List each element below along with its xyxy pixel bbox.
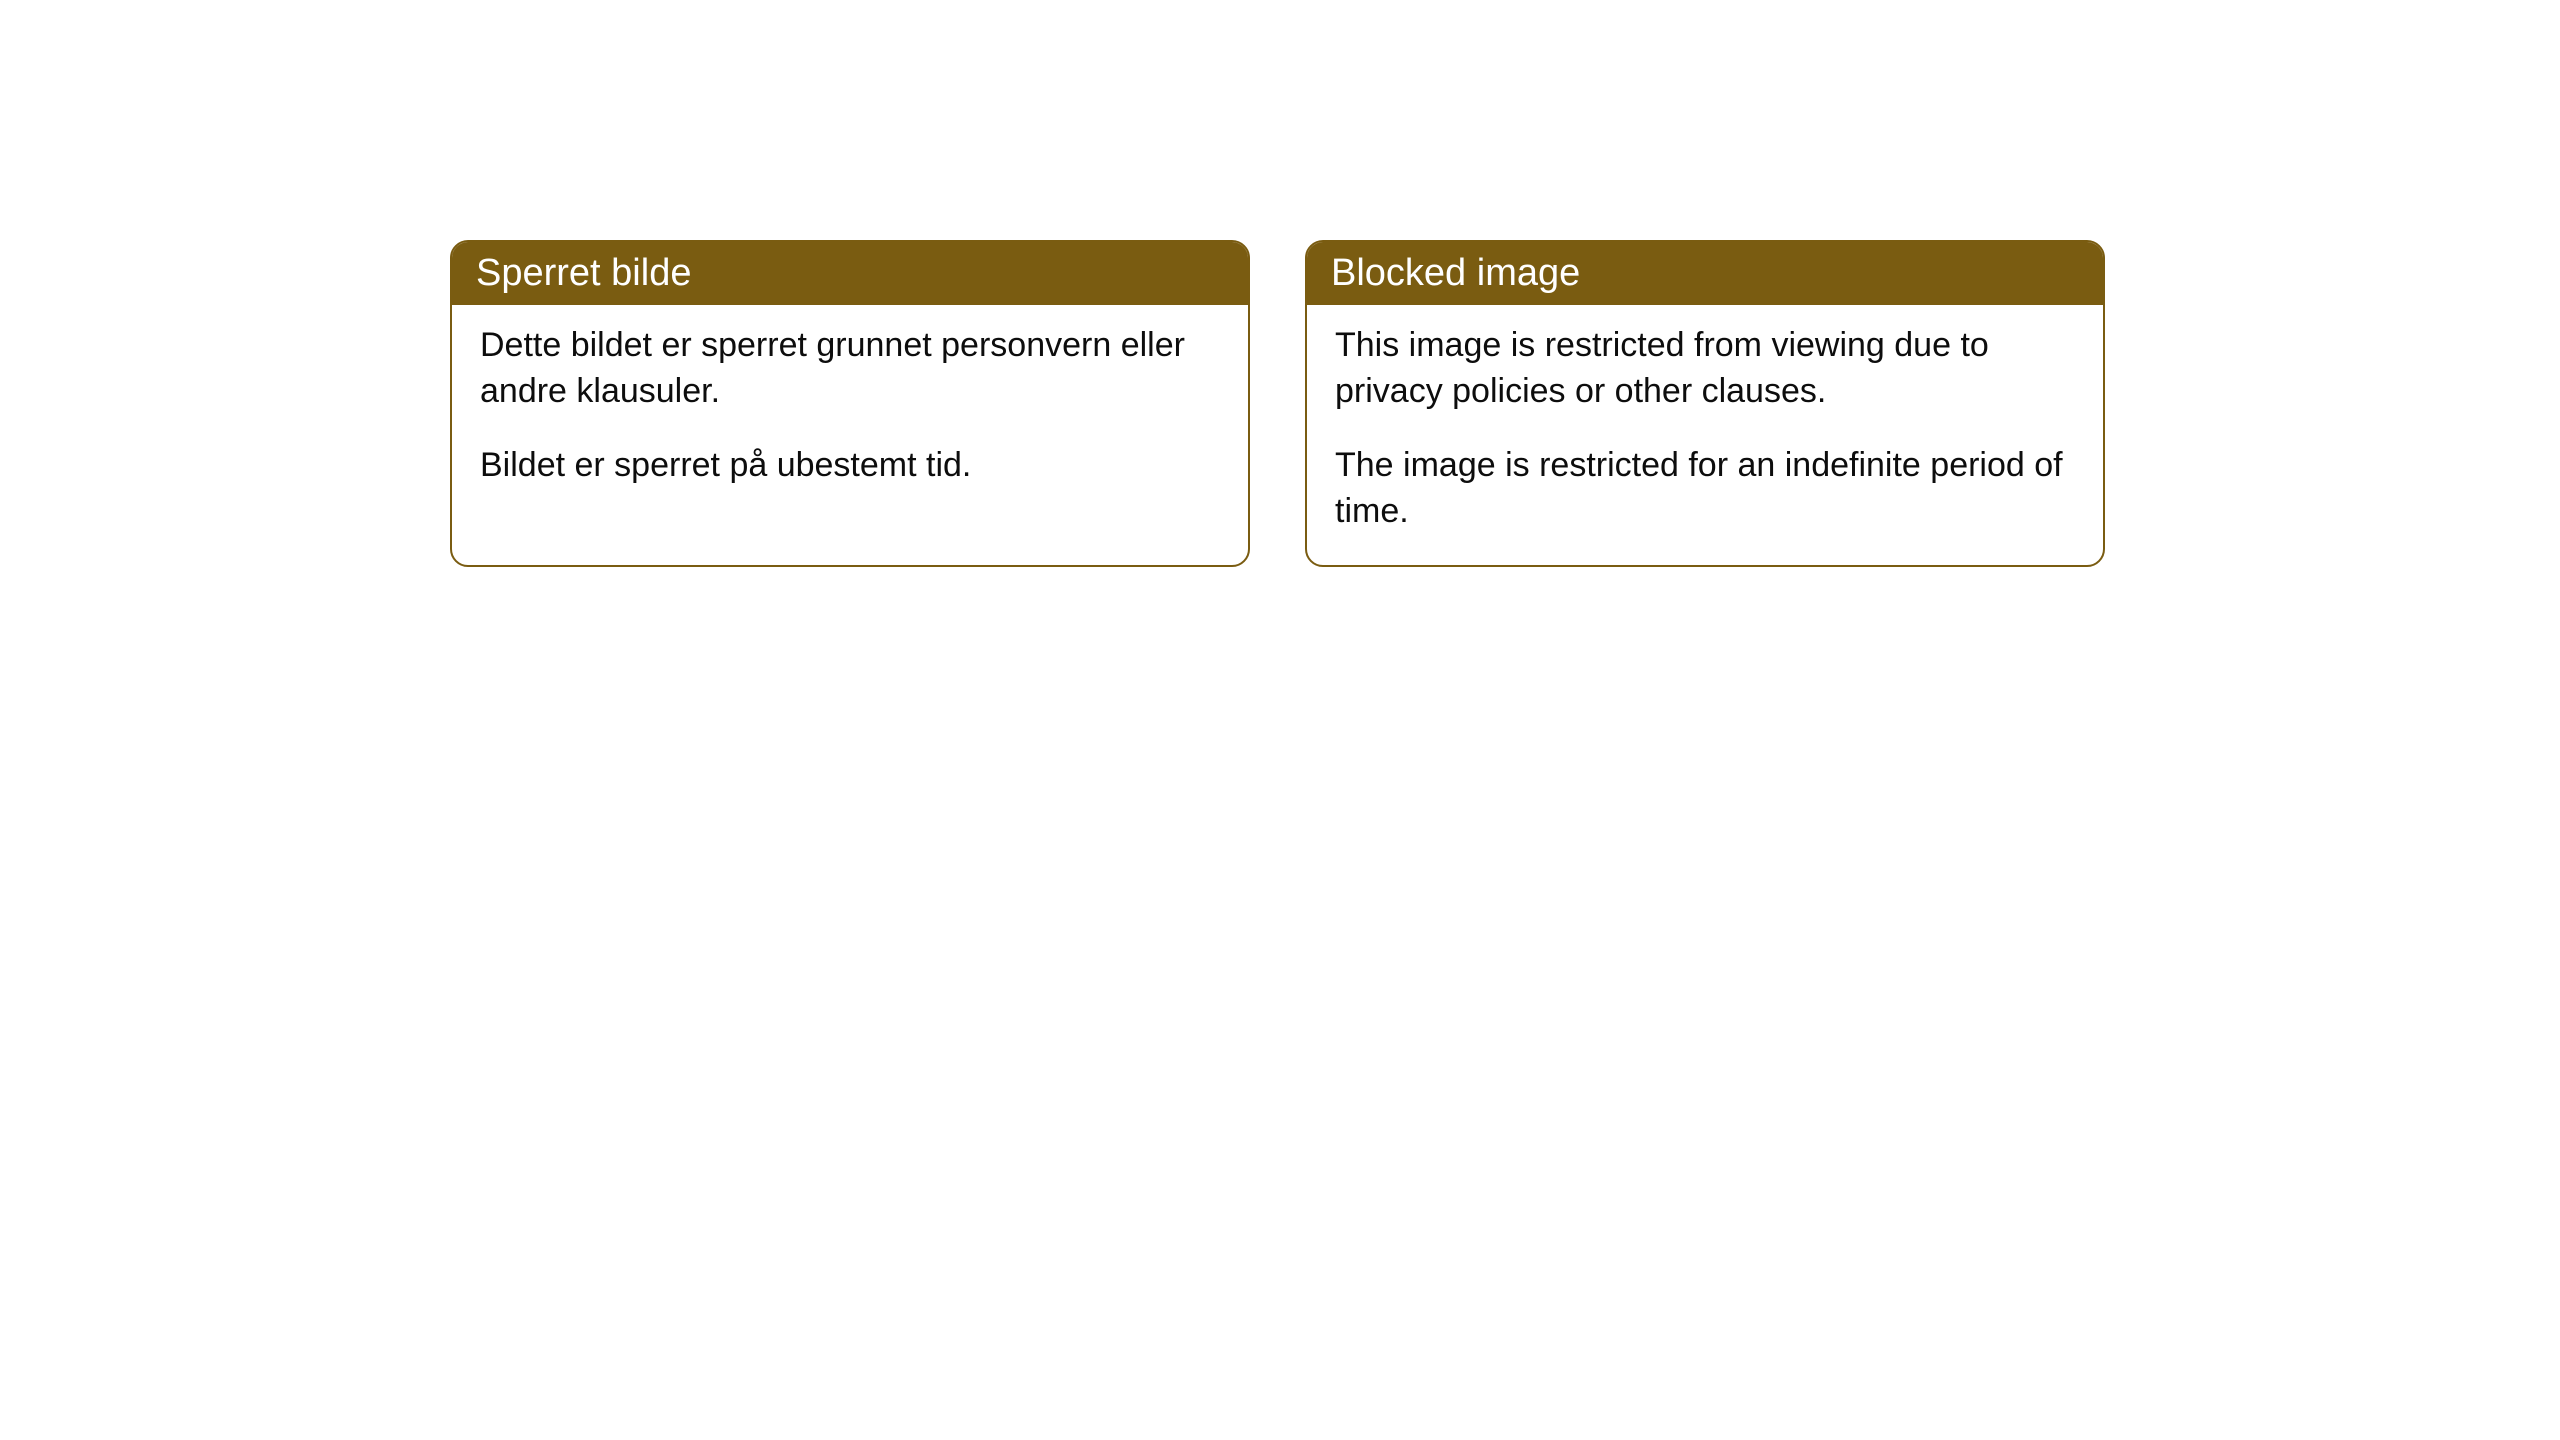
- notice-paragraph: The image is restricted for an indefinit…: [1335, 443, 2075, 535]
- notice-body-norwegian: Dette bildet er sperret grunnet personve…: [452, 305, 1248, 519]
- notice-header-english: Blocked image: [1307, 242, 2103, 305]
- notice-box-english: Blocked image This image is restricted f…: [1305, 240, 2105, 567]
- notice-header-norwegian: Sperret bilde: [452, 242, 1248, 305]
- notice-container: Sperret bilde Dette bildet er sperret gr…: [450, 240, 2105, 567]
- notice-body-english: This image is restricted from viewing du…: [1307, 305, 2103, 565]
- notice-paragraph: Dette bildet er sperret grunnet personve…: [480, 323, 1220, 415]
- notice-box-norwegian: Sperret bilde Dette bildet er sperret gr…: [450, 240, 1250, 567]
- notice-paragraph: This image is restricted from viewing du…: [1335, 323, 2075, 415]
- notice-paragraph: Bildet er sperret på ubestemt tid.: [480, 443, 1220, 489]
